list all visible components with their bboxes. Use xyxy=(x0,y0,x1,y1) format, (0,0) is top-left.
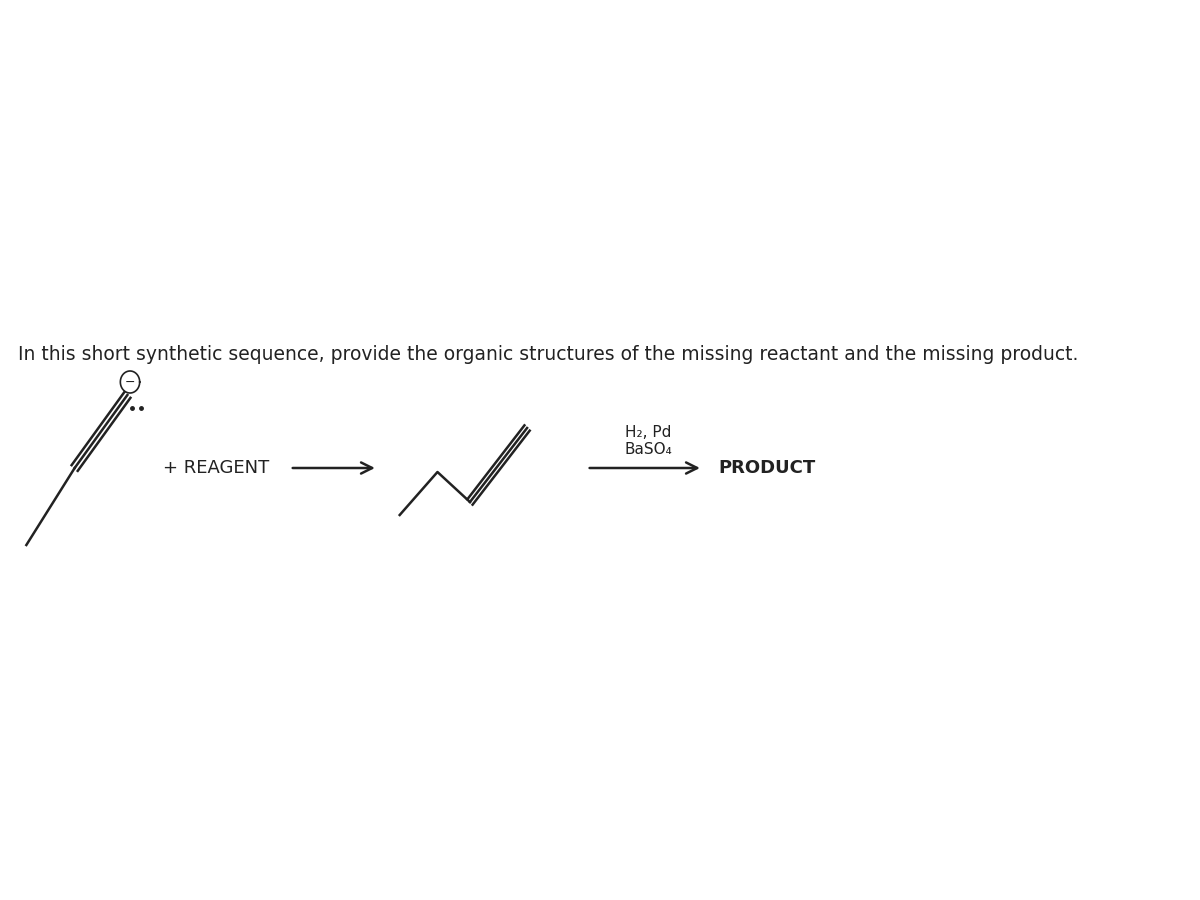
Text: BaSO₄: BaSO₄ xyxy=(624,442,672,457)
Text: In this short synthetic sequence, provide the organic structures of the missing : In this short synthetic sequence, provid… xyxy=(18,346,1078,365)
Text: PRODUCT: PRODUCT xyxy=(719,459,816,477)
Text: H₂, Pd: H₂, Pd xyxy=(625,425,672,440)
Text: + REAGENT: + REAGENT xyxy=(162,459,269,477)
Text: −: − xyxy=(125,375,136,389)
